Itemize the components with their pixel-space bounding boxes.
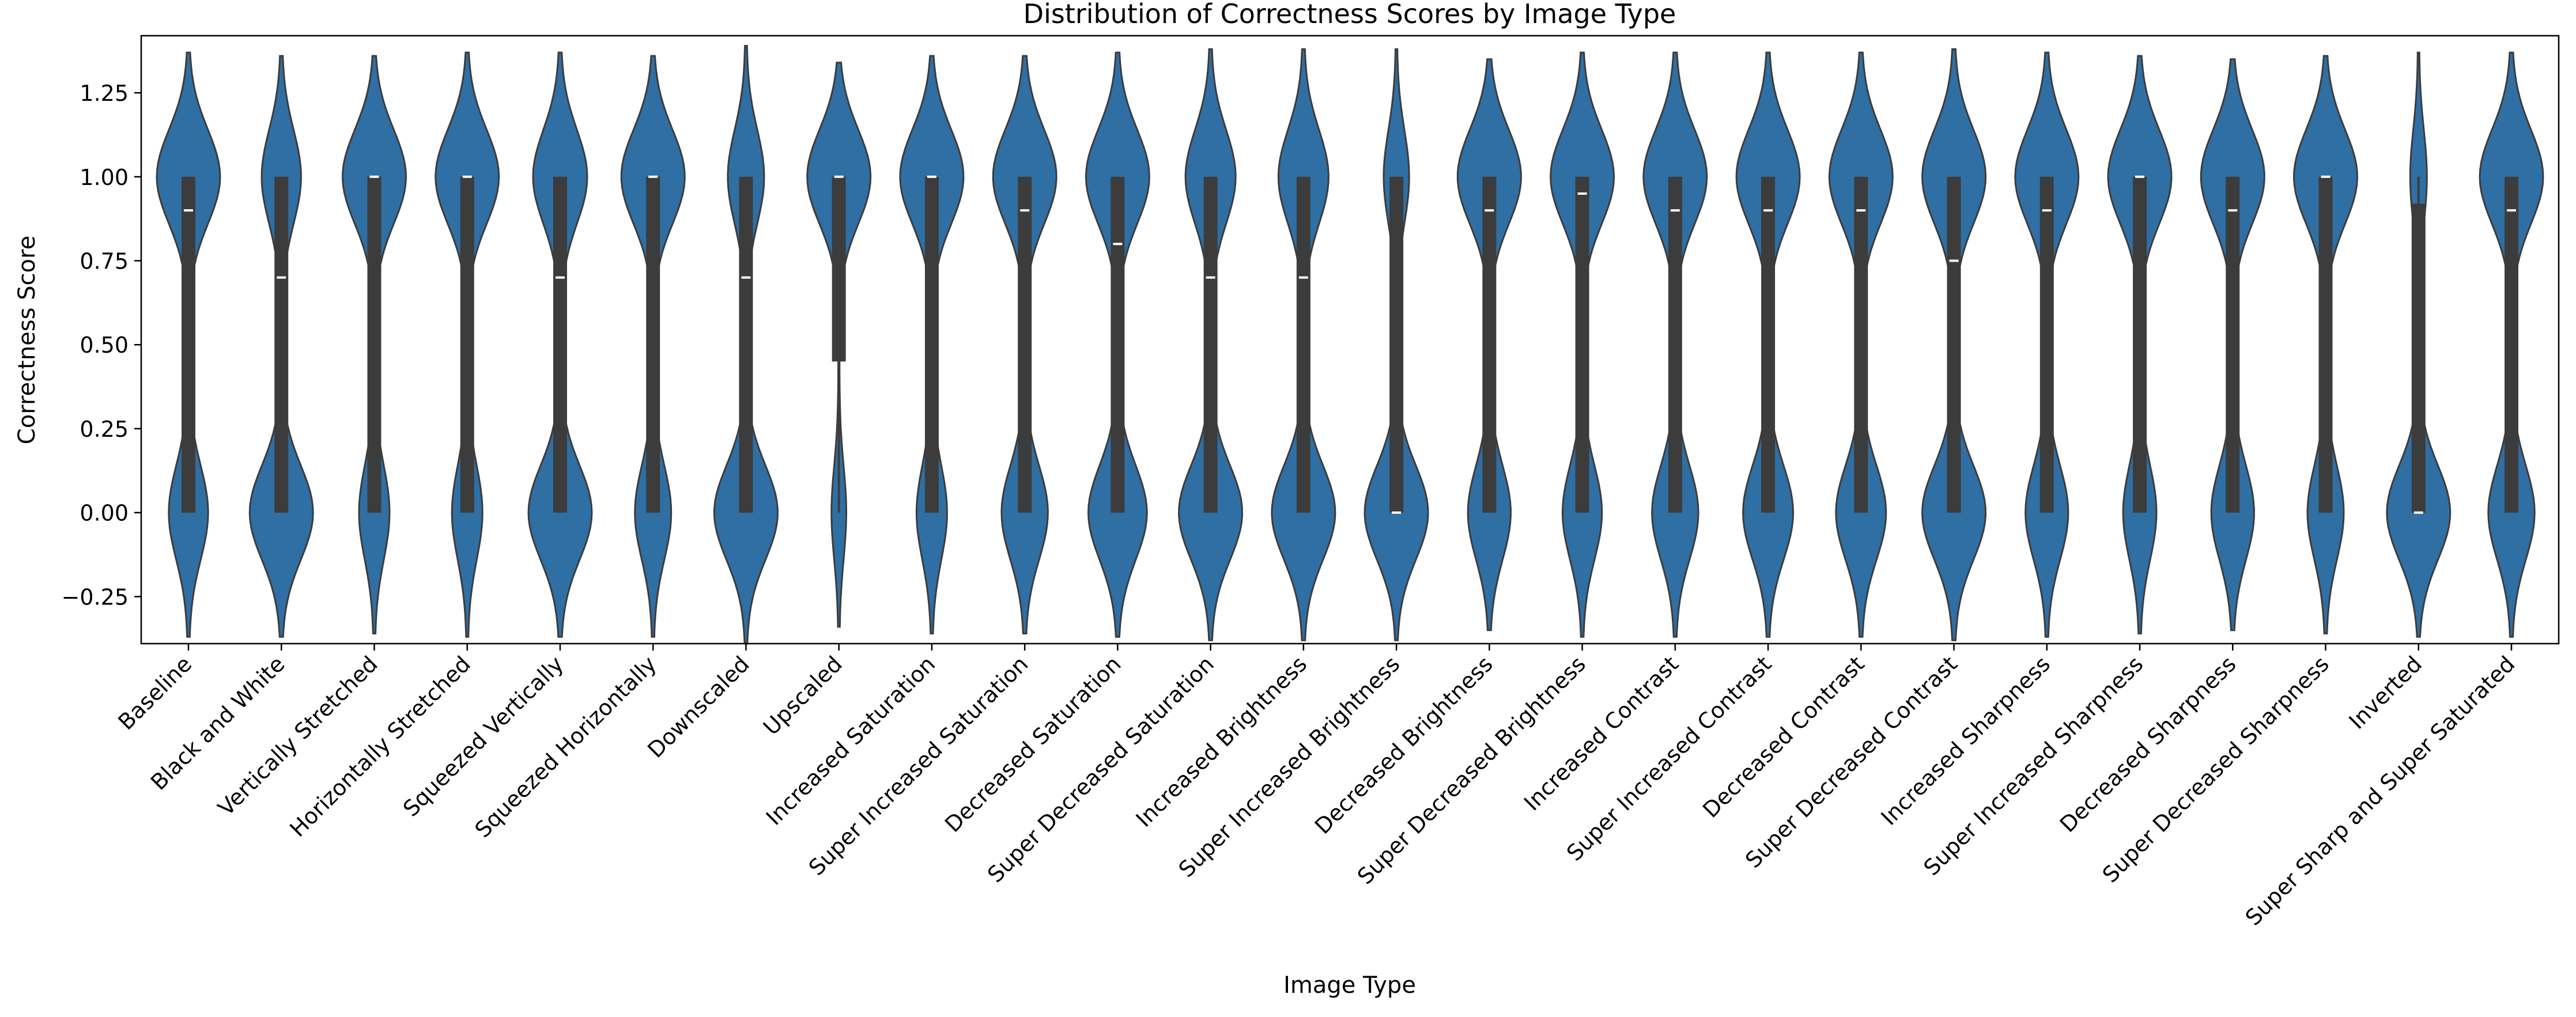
iqr-box: [1947, 176, 1961, 513]
iqr-box: [1854, 176, 1868, 513]
iqr-box: [1111, 176, 1125, 513]
y-tick-label: 1.25: [80, 81, 129, 106]
iqr-box: [182, 176, 195, 513]
y-tick-label: 1.00: [80, 165, 129, 190]
iqr-box: [274, 176, 289, 513]
y-tick-label: 0.25: [80, 417, 129, 442]
iqr-box: [1668, 176, 1682, 513]
chart-title: Distribution of Correctness Scores by Im…: [1023, 0, 1676, 29]
iqr-box: [1296, 176, 1310, 513]
y-tick-label: 0.00: [80, 501, 129, 526]
iqr-box: [2505, 176, 2518, 513]
y-axis-label: Correctness Score: [14, 236, 40, 444]
y-tick-label: 0.75: [80, 249, 129, 274]
iqr-box: [1482, 176, 1497, 513]
iqr-box: [1018, 176, 1032, 513]
iqr-box: [832, 176, 846, 362]
violin-series: [156, 45, 2544, 645]
y-tick-label: −0.25: [62, 584, 129, 610]
iqr-box: [553, 176, 567, 513]
x-axis-label: Image Type: [1283, 972, 1416, 999]
plot-frame: [140, 35, 2560, 645]
iqr-box: [460, 176, 474, 513]
iqr-box: [1575, 176, 1589, 513]
y-tick-label: 0.50: [80, 332, 129, 358]
iqr-box: [2133, 176, 2147, 513]
iqr-box: [924, 176, 939, 513]
iqr-box: [739, 176, 753, 513]
iqr-box: [1761, 176, 1776, 513]
iqr-box: [1389, 176, 1404, 513]
iqr-box: [2039, 176, 2054, 513]
iqr-box: [2411, 203, 2426, 513]
y-axis: −0.25 0.00 0.25 0.50 0.75 1.00 1.25: [62, 81, 141, 610]
iqr-box: [1203, 176, 1218, 513]
iqr-box: [2226, 176, 2240, 513]
iqr-box: [367, 176, 382, 513]
iqr-box: [2318, 176, 2333, 513]
iqr-box: [646, 176, 660, 513]
